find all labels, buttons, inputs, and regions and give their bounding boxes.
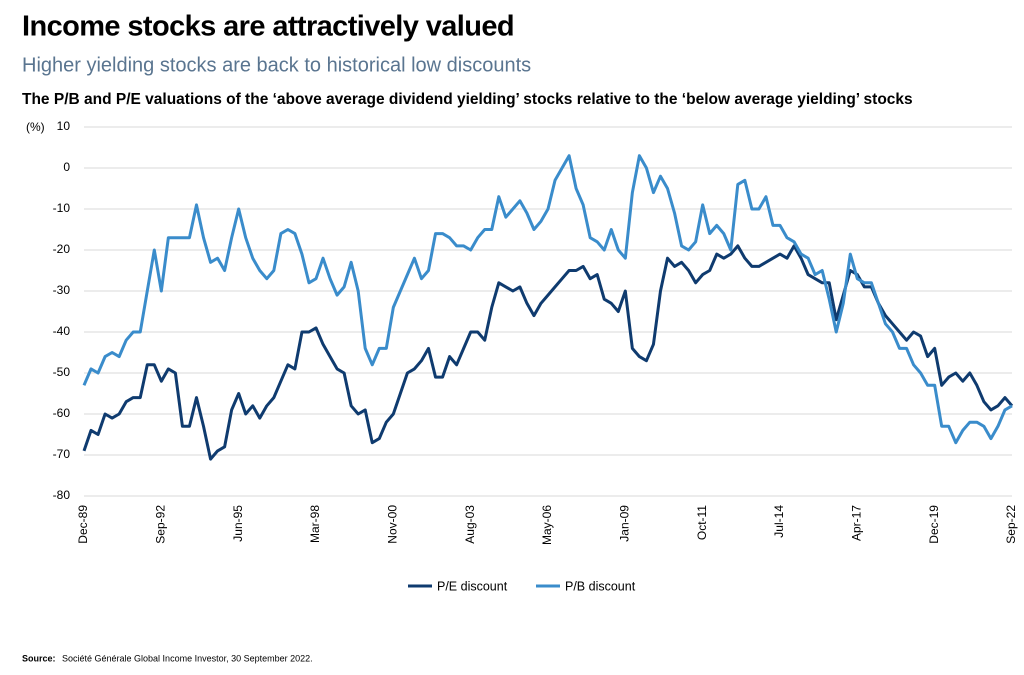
- y-tick-label: -30: [53, 283, 71, 297]
- y-tick-label: -50: [53, 365, 71, 379]
- chart-title: The P/B and P/E valuations of the ‘above…: [22, 91, 913, 108]
- x-tick-label: Aug-03: [463, 505, 477, 544]
- x-tick-label: Apr-17: [850, 505, 864, 541]
- x-tick-label: Oct-11: [695, 505, 709, 540]
- x-tick-label: Jun-95: [231, 505, 245, 542]
- x-tick-label: May-06: [540, 505, 554, 545]
- y-tick-label: -70: [53, 447, 71, 461]
- x-tick-label: Dec-19: [927, 505, 941, 544]
- x-tick-label: Jul-14: [772, 505, 786, 538]
- source: Société Générale Global Income Investor,…: [62, 653, 313, 663]
- line-series: [82, 154, 1013, 445]
- x-tick-label: Mar-98: [308, 505, 322, 543]
- page-subtitle: Higher yielding stocks are back to histo…: [22, 54, 531, 76]
- legend-label: P/E discount: [437, 579, 508, 593]
- y-tick-label: 10: [57, 119, 71, 133]
- line-series: [82, 244, 1014, 461]
- x-tick-label: Sep-22: [1004, 505, 1018, 544]
- legend-label: P/B discount: [565, 579, 636, 593]
- x-tick-label: Jan-09: [618, 505, 632, 542]
- source-label: Source:: [22, 653, 56, 663]
- y-tick-label: -60: [53, 406, 71, 420]
- x-tick-label: Sep-92: [154, 505, 168, 544]
- y-tick-label: -10: [53, 201, 71, 215]
- y-tick-label: 0: [63, 160, 70, 174]
- y-tick-label: -20: [53, 242, 71, 256]
- y-tick-label: -40: [53, 324, 71, 338]
- y-axis-label: (%): [26, 120, 45, 134]
- x-tick-label: Dec-89: [76, 505, 90, 544]
- x-tick-label: Nov-00: [386, 505, 400, 544]
- y-tick-label: -80: [53, 488, 71, 502]
- page-title: Income stocks are attractively valued: [22, 11, 514, 43]
